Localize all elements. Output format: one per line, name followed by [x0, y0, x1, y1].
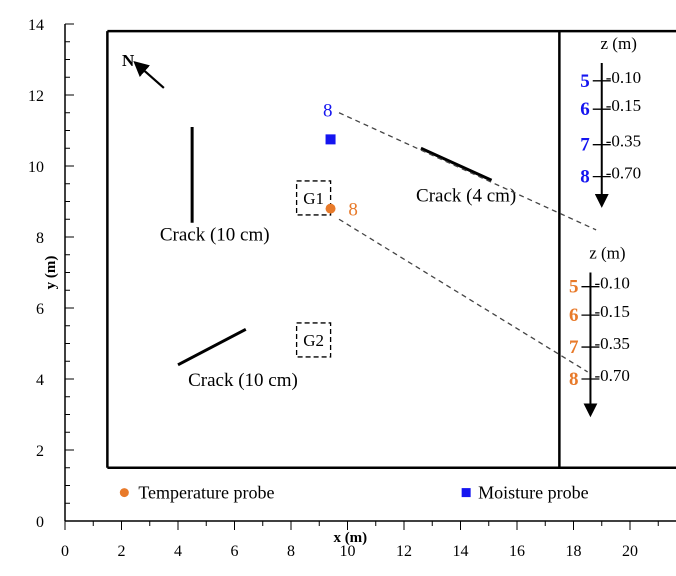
x-tick-label: 14 — [453, 543, 469, 560]
zone-label: G1 — [303, 189, 324, 208]
zone-box — [295, 322, 332, 358]
temperature-depth-number: 5 — [569, 277, 579, 298]
x-tick-label: 6 — [231, 543, 239, 560]
legend-group: Temperature probe Moisture probe — [119, 483, 589, 503]
crack-label: Crack (4 cm) — [416, 186, 516, 207]
y-axis-label: y (m) — [43, 256, 59, 290]
y-tick-label: 12 — [28, 88, 44, 105]
moisture-depth-value: -0.10 — [606, 68, 641, 87]
moisture-legend-label: Moisture probe — [478, 483, 588, 503]
x-tick-label: 8 — [287, 543, 295, 560]
crack-label: Crack (10 cm) — [160, 225, 270, 246]
temperature-depth-value: -0.35 — [594, 334, 629, 353]
temperature-depth-value: -0.70 — [594, 366, 629, 385]
zone-label: G2 — [303, 331, 324, 350]
x-tick-label: 2 — [118, 543, 126, 560]
x-axis-label: x (m) — [333, 530, 367, 546]
x-tick-label: 20 — [622, 543, 638, 560]
site-group: N Crack (10 cm) Crack (4 cm) Crack (10 cm) G… — [106, 29, 676, 469]
leader-line — [338, 112, 597, 231]
zone-box — [295, 180, 332, 216]
temperature-profile-header: z (m) — [589, 243, 625, 262]
y-tick-label: 8 — [36, 230, 44, 247]
moisture-probe-marker — [325, 134, 336, 145]
crack-line — [177, 327, 247, 367]
moisture-probe-label: 8 — [323, 100, 333, 121]
temperature-depth-number: 7 — [569, 337, 579, 358]
moisture-depth-value: -0.15 — [606, 96, 641, 115]
crack-label: Crack (10 cm) — [188, 370, 298, 391]
y-tick-label: 4 — [36, 372, 44, 389]
y-tick-label: 0 — [36, 514, 44, 531]
crack-line — [420, 146, 493, 182]
temperature-depth-value: -0.15 — [594, 302, 629, 321]
temperature-depth-number: 6 — [569, 305, 579, 326]
moisture-depth-value: -0.70 — [606, 164, 641, 183]
leader-line — [338, 218, 588, 373]
temperature-probe-label: 8 — [348, 200, 358, 221]
y-tick-label: 14 — [28, 17, 44, 34]
x-tick-label: 10 — [340, 543, 356, 560]
x-tick-label: 0 — [61, 543, 69, 560]
moisture-depth-number: 7 — [580, 135, 590, 156]
moisture-depth-number: 6 — [580, 99, 590, 120]
y-tick-label: 6 — [36, 301, 44, 318]
x-tick-label: 12 — [396, 543, 412, 560]
temperature-depth-number: 8 — [569, 369, 579, 390]
north-arrow-icon — [133, 61, 165, 89]
axes-group: 0 2 4 6 8 10 12 14 16 18 20 0 2 4 6 8 10 12 14 x (m) y (m) — [28, 17, 676, 560]
north-label: N — [122, 51, 135, 70]
y-tick-label: 2 — [36, 443, 44, 460]
x-tick-label: 18 — [566, 543, 582, 560]
moisture-legend-marker — [461, 488, 471, 498]
moisture-depth-number: 8 — [580, 167, 590, 188]
x-tick-label: 16 — [509, 543, 525, 560]
temperature-depth-value: -0.10 — [594, 274, 629, 293]
temperature-probe-marker — [325, 203, 336, 214]
x-tick-label: 4 — [174, 543, 182, 560]
temperature-legend-label: Temperature probe — [138, 483, 274, 503]
moisture-depth-number: 5 — [580, 71, 590, 92]
moisture-profile-header: z (m) — [601, 34, 637, 53]
temperature-legend-marker — [119, 488, 129, 498]
moisture-depth-value: -0.35 — [606, 132, 641, 151]
y-tick-label: 10 — [28, 159, 44, 176]
